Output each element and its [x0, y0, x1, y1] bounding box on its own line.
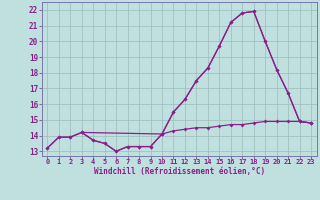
X-axis label: Windchill (Refroidissement éolien,°C): Windchill (Refroidissement éolien,°C) — [94, 167, 265, 176]
